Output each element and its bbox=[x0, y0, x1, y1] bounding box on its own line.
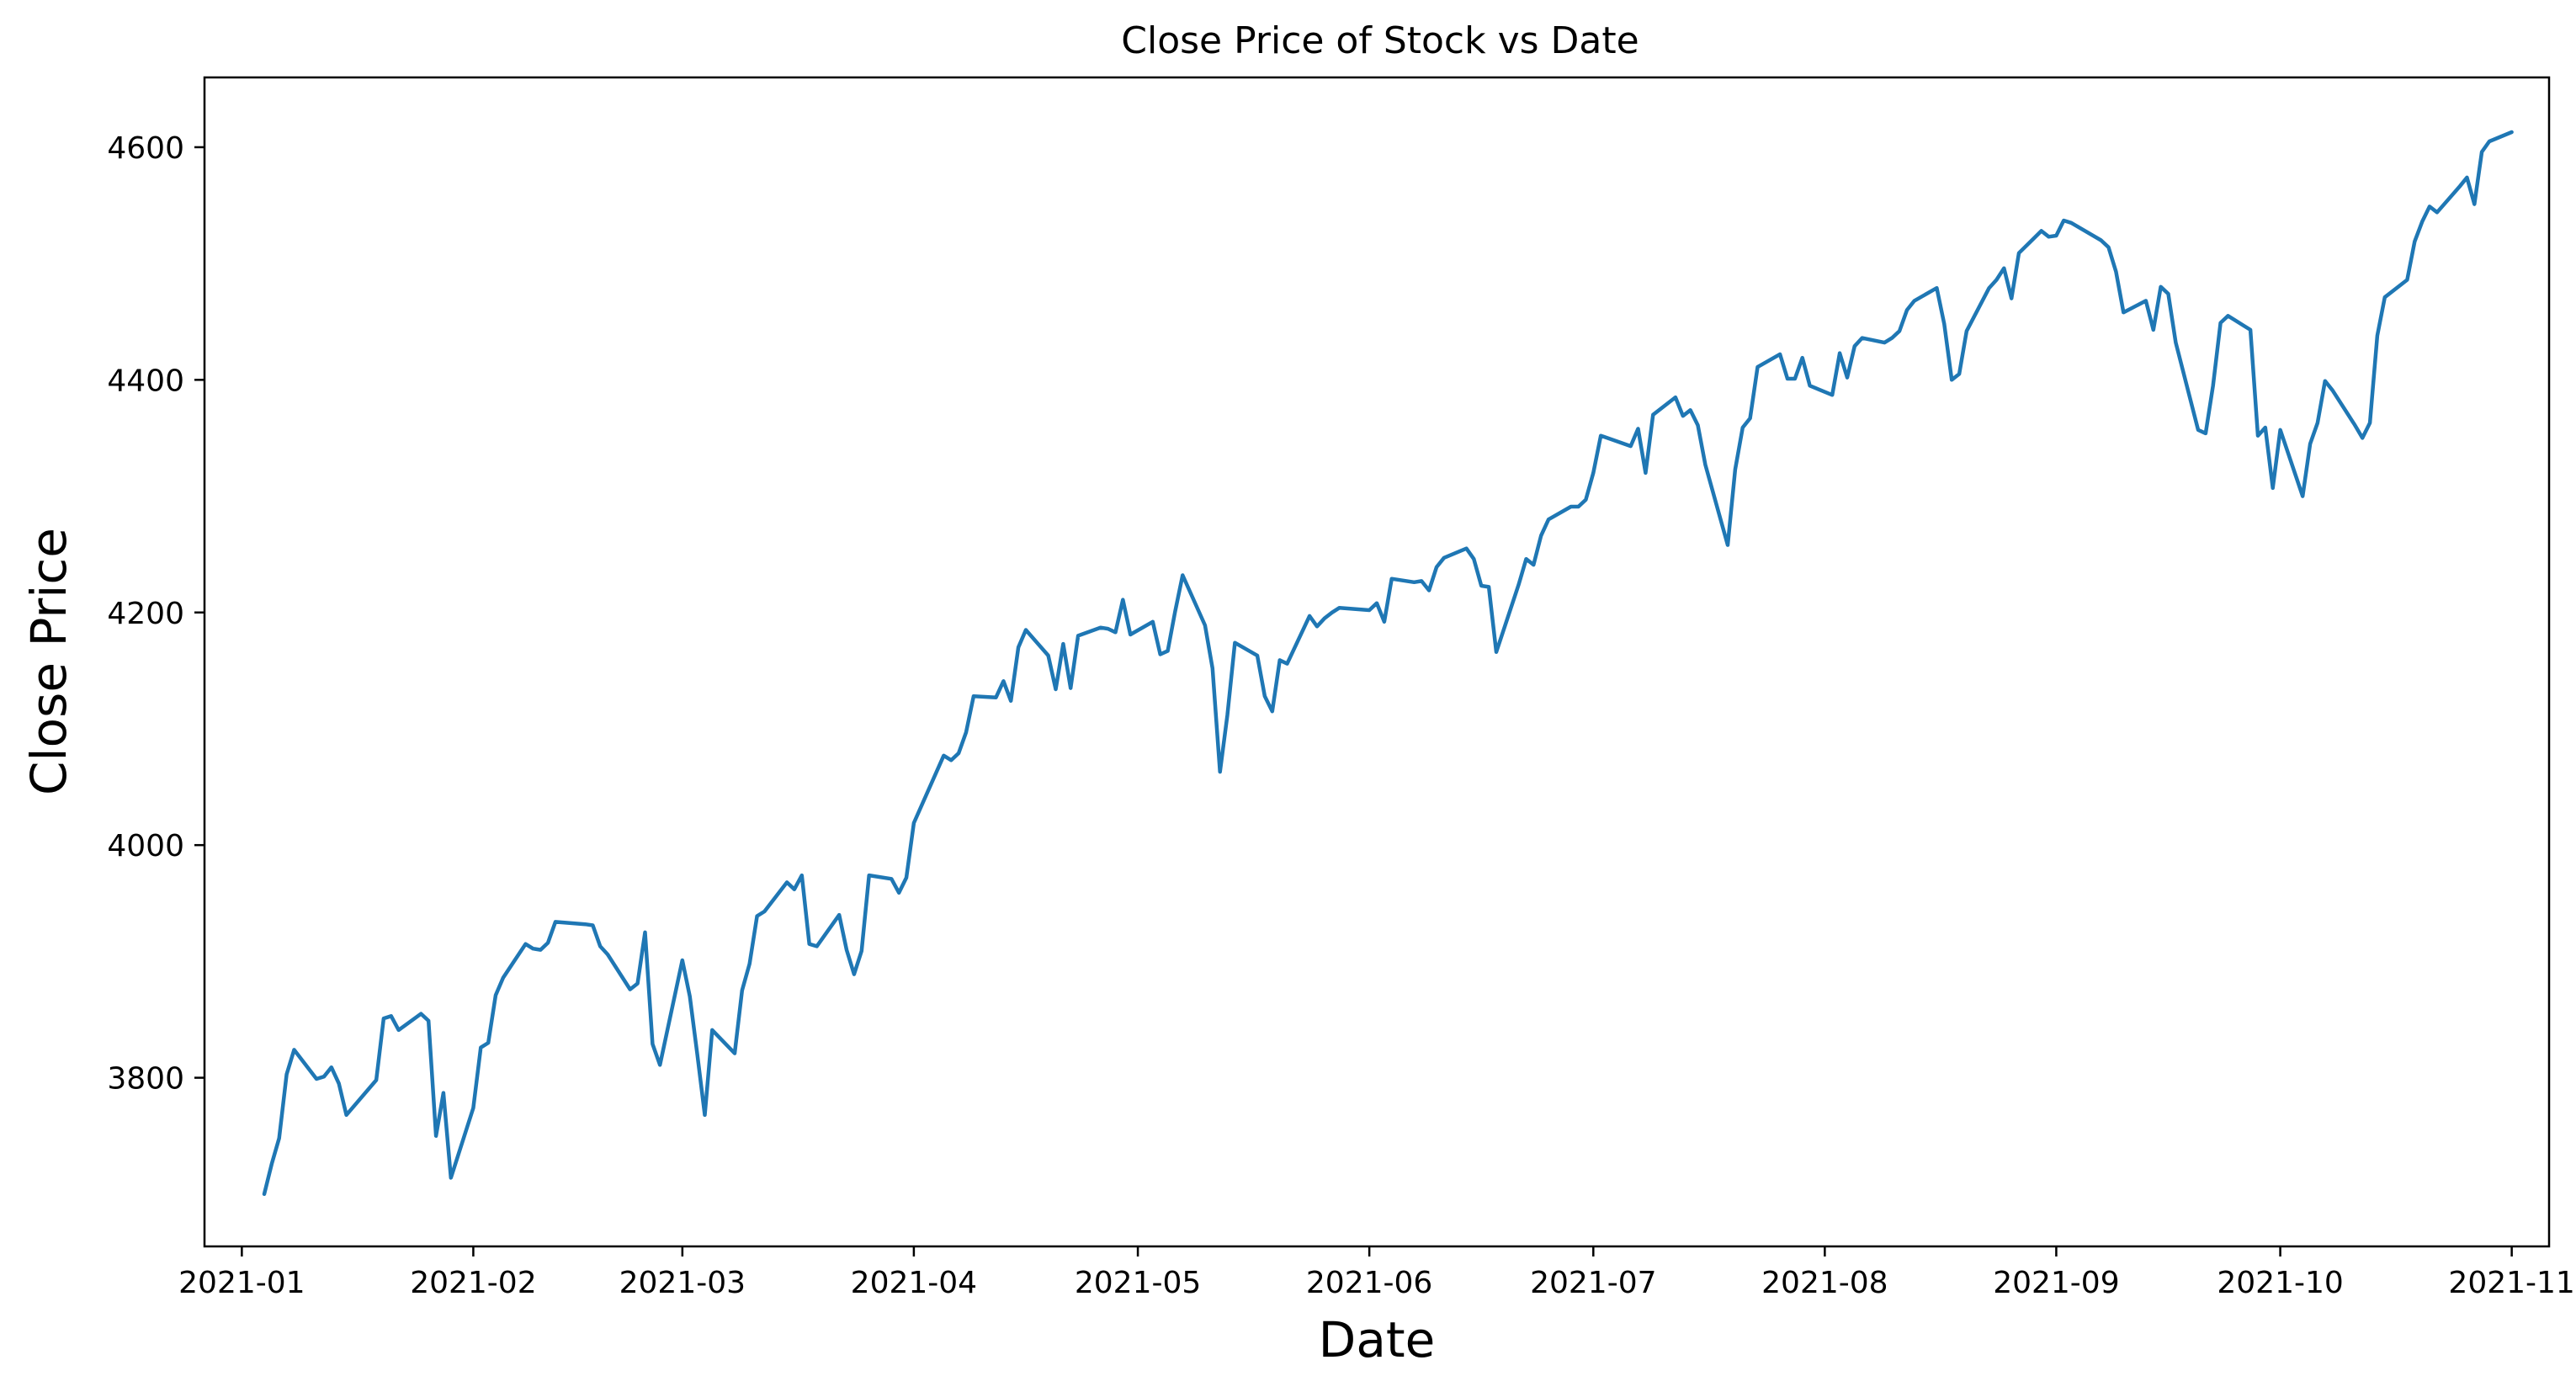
x-tick-label: 2021-08 bbox=[1761, 1266, 1888, 1300]
x-tick-label: 2021-10 bbox=[2217, 1266, 2343, 1300]
plot-frame bbox=[203, 76, 2551, 1248]
y-tick-label: 4400 bbox=[107, 364, 184, 398]
x-tick-label: 2021-03 bbox=[619, 1266, 746, 1300]
x-axis: 2021-01 2021-02 2021-03 2021-04 2021-05 2021-… bbox=[178, 1246, 2575, 1300]
x-tick-label: 2021-01 bbox=[178, 1266, 305, 1300]
y-tick-label: 3800 bbox=[107, 1062, 184, 1097]
x-tick-label: 2021-11 bbox=[2448, 1266, 2574, 1300]
x-tick-label: 2021-09 bbox=[1993, 1266, 2119, 1300]
series-line bbox=[262, 130, 2514, 1197]
y-axis: 3800 4000 4200 4400 4600 bbox=[107, 131, 204, 1097]
x-tick-label: 2021-05 bbox=[1075, 1266, 1201, 1300]
y-tick-label: 4200 bbox=[107, 597, 184, 631]
x-tick-label: 2021-02 bbox=[410, 1266, 536, 1300]
y-tick-label: 4600 bbox=[107, 131, 184, 166]
x-tick-label: 2021-07 bbox=[1530, 1266, 1656, 1300]
y-tick-label: 4000 bbox=[107, 829, 184, 863]
plot-area bbox=[262, 130, 2514, 1197]
x-axis-label: Date bbox=[1319, 1311, 1436, 1368]
x-tick-label: 2021-04 bbox=[851, 1266, 977, 1300]
x-tick-label: 2021-06 bbox=[1306, 1266, 1432, 1300]
chart-title: Close Price of Stock vs Date bbox=[1121, 19, 1639, 62]
y-axis-label: Close Price bbox=[20, 528, 77, 795]
